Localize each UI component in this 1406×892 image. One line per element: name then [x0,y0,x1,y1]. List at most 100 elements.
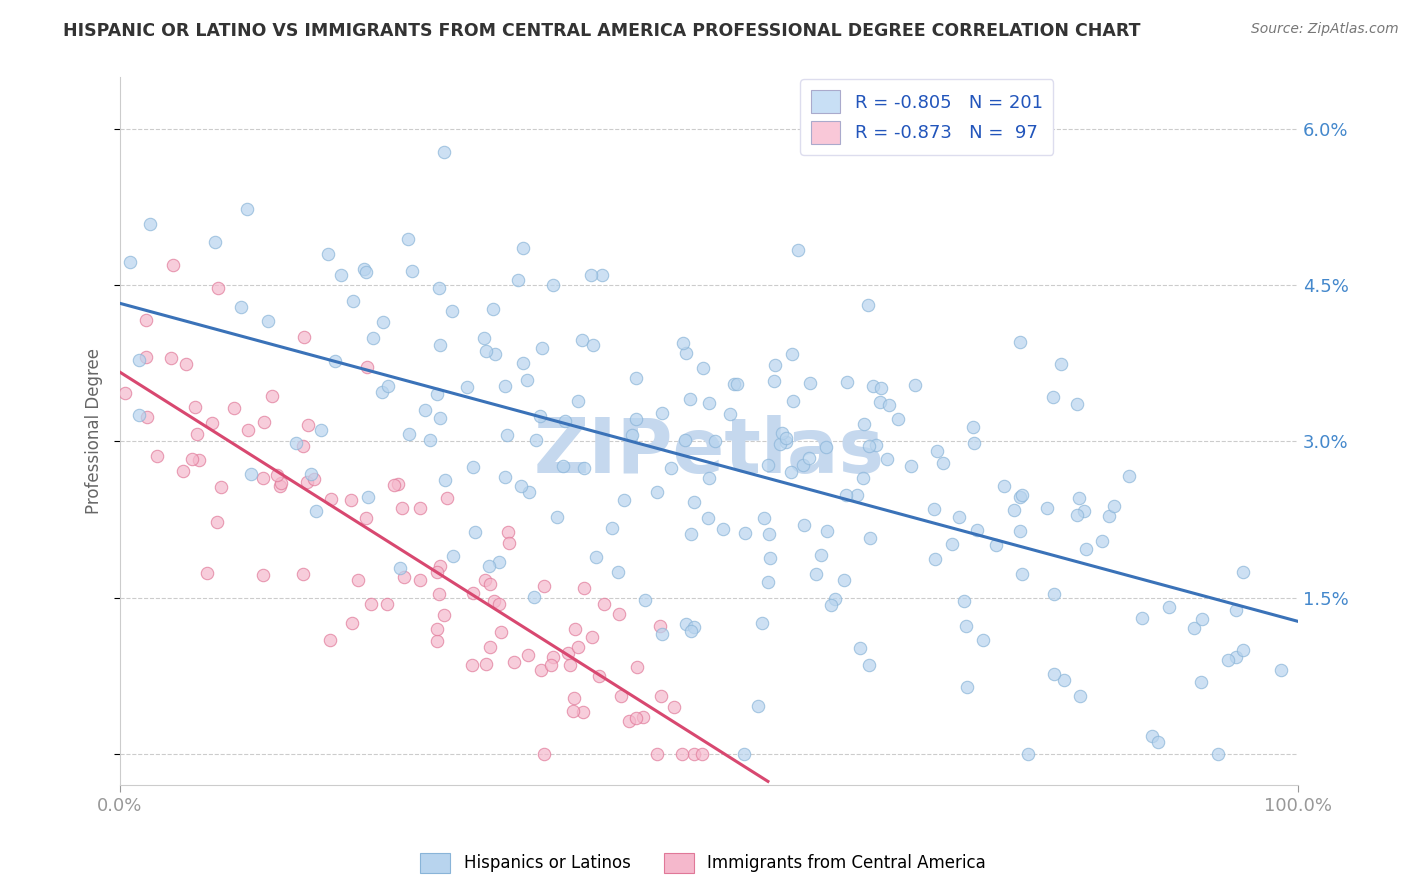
Point [834,573,856,587]
Point [626,411,648,425]
Point [236,423,259,437]
Point [488,555,510,569]
Point [756,458,779,472]
Point [682,747,704,761]
Point [792,458,814,472]
Point [429,558,451,573]
Point [409,573,432,587]
Point [541,278,564,293]
Point [904,377,927,392]
Point [252,471,274,485]
Point [488,597,510,611]
Point [387,477,409,491]
Point [1008,334,1031,349]
Legend: R = -0.805   N = 201, R = -0.873   N =  97: R = -0.805 N = 201, R = -0.873 N = 97 [800,79,1053,154]
Point [318,247,340,261]
Point [436,491,458,506]
Point [581,630,603,644]
Point [733,747,755,761]
Point [1140,729,1163,743]
Point [319,491,342,506]
Point [475,343,498,358]
Point [1191,612,1213,626]
Point [253,415,276,429]
Point [266,467,288,482]
Point [340,616,363,631]
Point [195,566,218,580]
Point [382,477,405,491]
Point [371,315,394,329]
Point [1043,666,1066,681]
Point [184,400,207,414]
Point [924,551,946,566]
Point [1066,397,1088,411]
Point [517,648,540,662]
Point [1002,503,1025,517]
Point [533,578,555,592]
Point [551,458,574,473]
Point [256,314,278,328]
Point [396,231,419,245]
Point [398,426,420,441]
Point [299,467,322,482]
Point [311,423,333,437]
Point [645,485,668,500]
Point [479,640,502,655]
Point [1232,643,1254,657]
Point [725,377,748,392]
Point [859,532,882,546]
Point [441,549,464,564]
Point [427,587,450,601]
Point [494,470,516,484]
Point [585,550,607,565]
Point [209,480,232,494]
Point [659,461,682,475]
Point [146,449,169,463]
Point [426,387,449,401]
Point [205,515,228,529]
Point [607,566,630,580]
Point [1225,603,1247,617]
Point [1130,611,1153,625]
Point [751,615,773,630]
Point [1076,542,1098,557]
Point [512,241,534,255]
Point [388,561,411,575]
Point [429,338,451,352]
Point [562,690,585,705]
Point [1035,500,1057,515]
Point [188,453,211,467]
Point [224,401,246,415]
Point [620,428,643,442]
Point [391,501,413,516]
Point [647,747,669,761]
Point [114,386,136,401]
Point [858,439,880,453]
Point [877,398,900,412]
Point [419,433,441,447]
Point [162,258,184,272]
Point [174,358,197,372]
Point [754,511,776,525]
Point [862,379,884,393]
Point [617,714,640,728]
Point [799,451,821,466]
Point [675,345,697,359]
Point [1011,567,1033,582]
Point [624,711,647,725]
Point [204,235,226,250]
Point [648,618,671,632]
Point [692,361,714,376]
Point [260,389,283,403]
Point [1010,524,1032,539]
Point [484,347,506,361]
Point [523,590,546,604]
Point [136,409,159,424]
Point [270,475,292,490]
Point [787,243,810,257]
Point [876,452,898,467]
Point [567,394,589,409]
Point [711,522,734,536]
Point [856,298,879,312]
Point [804,567,827,582]
